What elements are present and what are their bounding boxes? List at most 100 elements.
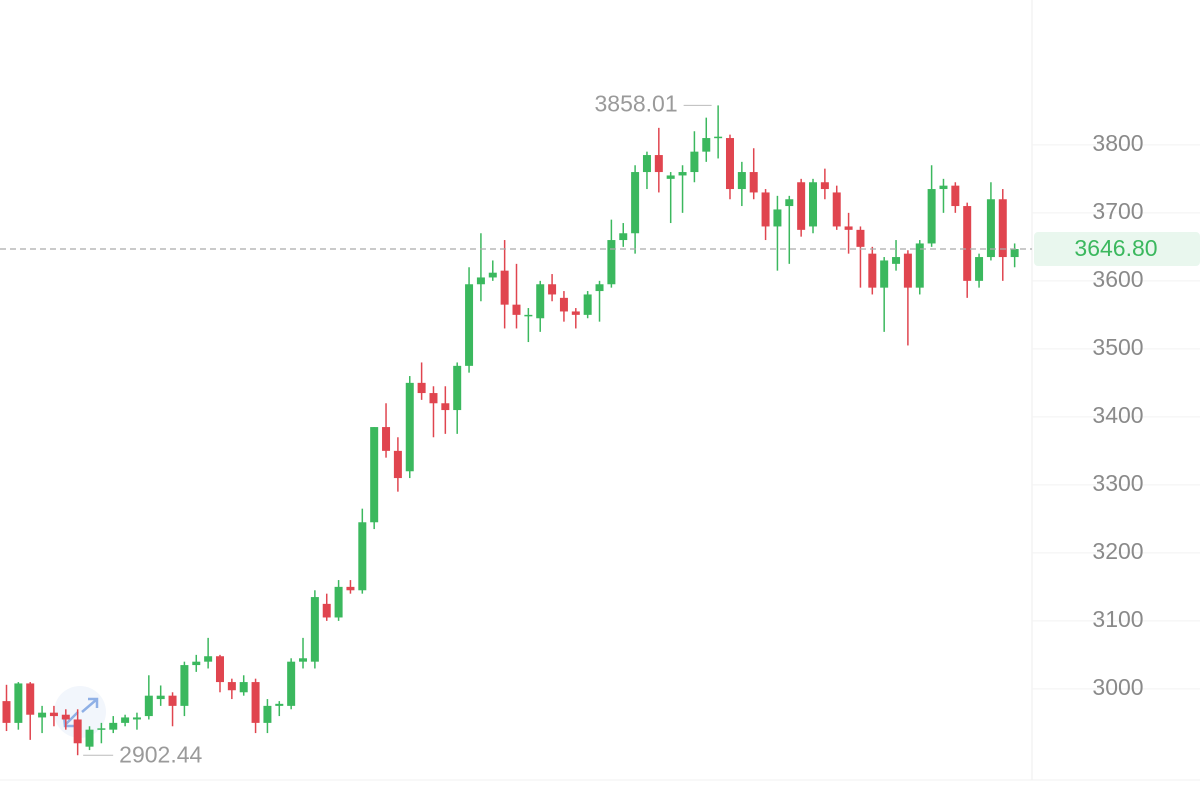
candle-body bbox=[121, 717, 130, 723]
y-tick-label: 3100 bbox=[1092, 606, 1143, 632]
y-tick-label: 3500 bbox=[1092, 334, 1143, 360]
candle-body bbox=[619, 233, 628, 241]
candle-body bbox=[393, 450, 402, 479]
candle-body bbox=[702, 138, 711, 152]
candle-body bbox=[654, 155, 663, 173]
candle-body bbox=[38, 712, 47, 718]
candle-body bbox=[583, 294, 592, 315]
candle-body bbox=[61, 714, 70, 720]
y-tick-label: 3600 bbox=[1092, 266, 1143, 292]
candle-body bbox=[832, 192, 841, 227]
candle-body bbox=[334, 586, 343, 618]
candle-body bbox=[951, 185, 960, 207]
candle-body bbox=[299, 658, 308, 662]
candle-body bbox=[441, 403, 450, 411]
y-tick-label: 3700 bbox=[1092, 198, 1143, 224]
y-tick-label: 3000 bbox=[1092, 674, 1143, 700]
candle-body bbox=[690, 151, 699, 173]
candle-body bbox=[488, 272, 497, 278]
candle-body bbox=[168, 695, 177, 706]
candle-body bbox=[358, 522, 367, 591]
candle-body bbox=[749, 172, 758, 193]
candle-body bbox=[927, 189, 936, 244]
candle-body bbox=[73, 719, 82, 744]
y-tick-label: 3200 bbox=[1092, 538, 1143, 564]
candle-body bbox=[975, 257, 984, 281]
candle-body bbox=[156, 695, 165, 700]
candle-body bbox=[536, 284, 545, 319]
candle-body bbox=[429, 393, 438, 404]
candle-body bbox=[417, 382, 426, 394]
candle-body bbox=[903, 253, 912, 288]
candle-body bbox=[500, 270, 509, 305]
candle-body bbox=[595, 284, 604, 292]
candle-body bbox=[607, 240, 616, 285]
candle-body bbox=[215, 656, 224, 683]
candle-body bbox=[1010, 249, 1019, 258]
candle-body bbox=[797, 182, 806, 230]
candle-body bbox=[405, 382, 414, 472]
candle-body bbox=[346, 586, 355, 591]
candle-body bbox=[844, 226, 853, 230]
candle-body bbox=[856, 229, 865, 247]
candle-body bbox=[642, 155, 651, 173]
candle-body bbox=[180, 665, 189, 706]
candle-body bbox=[963, 206, 972, 281]
candle-body bbox=[892, 257, 901, 264]
candle-body bbox=[97, 728, 106, 730]
candle-body bbox=[144, 695, 153, 717]
candle-body bbox=[737, 172, 746, 190]
candle-body bbox=[204, 656, 213, 662]
candle-body bbox=[382, 427, 391, 451]
candle-body bbox=[559, 297, 568, 312]
candle-body bbox=[227, 682, 236, 691]
candle-body bbox=[820, 182, 829, 190]
candle-body bbox=[986, 199, 995, 258]
icon-arrows bbox=[62, 697, 99, 728]
last-price-label: 3646.80 bbox=[1074, 235, 1157, 261]
candle-body bbox=[85, 729, 94, 747]
candle-body bbox=[322, 603, 331, 618]
candle-body bbox=[49, 712, 58, 717]
candle-body bbox=[370, 427, 379, 523]
candle-body bbox=[666, 175, 675, 179]
candle-body bbox=[287, 661, 296, 706]
min-marker-label: 2902.44 bbox=[119, 741, 202, 767]
candle-body bbox=[773, 209, 782, 227]
y-tick-label: 3400 bbox=[1092, 402, 1143, 428]
candle-body bbox=[809, 182, 818, 227]
candle-body bbox=[251, 682, 260, 723]
candle-body bbox=[263, 705, 272, 723]
candle-body bbox=[192, 661, 201, 666]
candle-body bbox=[761, 192, 770, 227]
candle-body bbox=[868, 253, 877, 288]
candle-body bbox=[714, 136, 723, 139]
candle-body bbox=[109, 722, 118, 730]
candle-body bbox=[548, 284, 557, 295]
candle-body bbox=[678, 172, 687, 176]
candle-body bbox=[998, 199, 1007, 258]
candle-body bbox=[915, 243, 924, 288]
candle-body bbox=[512, 304, 521, 315]
candle-body bbox=[14, 683, 23, 723]
candle-body bbox=[476, 277, 485, 285]
candle-body bbox=[2, 701, 11, 723]
candle-body bbox=[275, 703, 284, 706]
max-marker-label: 3858.01 bbox=[594, 90, 677, 116]
candle-body bbox=[880, 260, 889, 288]
candle-body bbox=[310, 597, 319, 662]
y-tick-label: 3800 bbox=[1092, 130, 1143, 156]
candle-body bbox=[939, 185, 948, 190]
candle-body bbox=[785, 199, 794, 207]
candle-body bbox=[26, 683, 35, 715]
candle-body bbox=[725, 138, 734, 190]
candle-body bbox=[239, 682, 248, 693]
candle-body bbox=[453, 365, 462, 411]
y-tick-label: 3300 bbox=[1092, 470, 1143, 496]
candle-body bbox=[524, 314, 533, 317]
candle-body bbox=[465, 284, 474, 366]
candle-body bbox=[631, 172, 640, 234]
candle-body bbox=[132, 717, 141, 720]
reset-icon[interactable] bbox=[54, 686, 106, 738]
